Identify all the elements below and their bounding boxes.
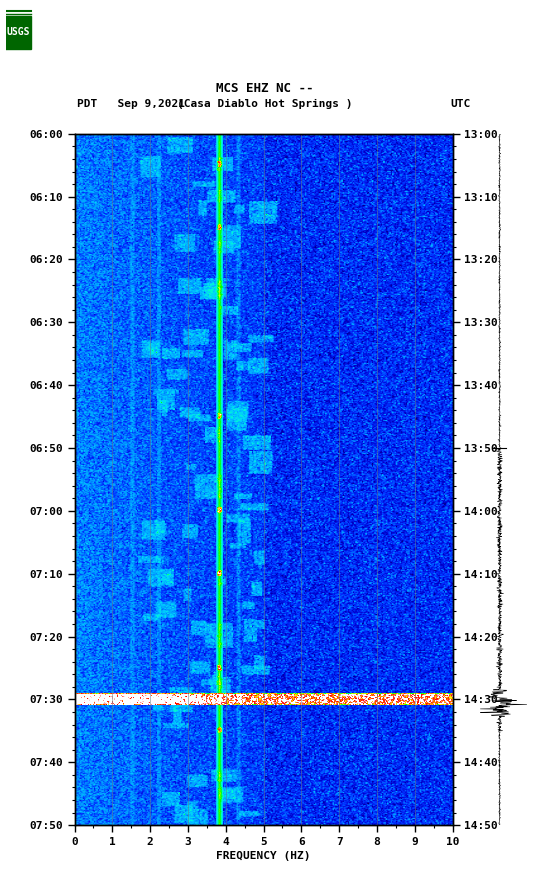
Text: PDT   Sep 9,2021: PDT Sep 9,2021 bbox=[77, 99, 185, 109]
Text: MCS EHZ NC --: MCS EHZ NC -- bbox=[216, 82, 314, 95]
FancyBboxPatch shape bbox=[5, 16, 31, 49]
Text: (Casa Diablo Hot Springs ): (Casa Diablo Hot Springs ) bbox=[177, 99, 353, 109]
X-axis label: FREQUENCY (HZ): FREQUENCY (HZ) bbox=[216, 851, 311, 861]
Text: USGS: USGS bbox=[6, 28, 30, 37]
Text: UTC: UTC bbox=[450, 99, 470, 109]
